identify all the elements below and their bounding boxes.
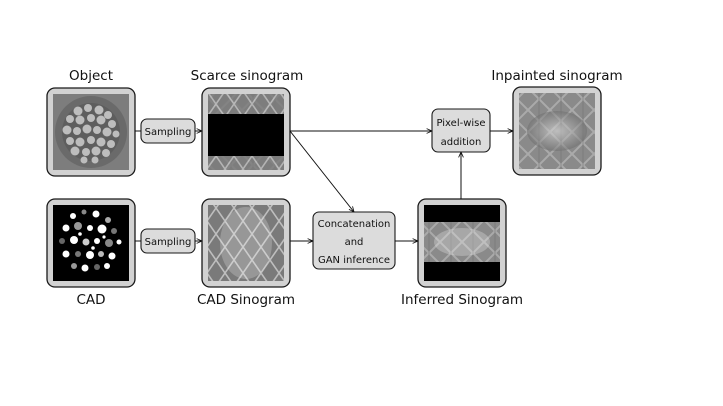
scarce-sinogram-image [201, 87, 291, 177]
gan-line3: GAN inference [318, 255, 390, 266]
inpainted-sinogram-image [512, 86, 602, 176]
sampling-top-label: Sampling [145, 127, 192, 138]
sampling-bottom-box: Sampling [140, 228, 196, 254]
label-inpainted-sinogram: Inpainted sinogram [491, 68, 622, 84]
sampling-top-box: Sampling [140, 118, 196, 144]
cad-image [46, 198, 136, 288]
gan-line1: Concatenation [318, 219, 391, 230]
pixelwise-line2: addition [441, 137, 482, 148]
pixelwise-addition-box: Pixel-wise addition [431, 108, 491, 153]
inferred-sinogram-image [417, 198, 507, 288]
pixelwise-line1: Pixel-wise [436, 118, 485, 129]
label-cad-sinogram: CAD Sinogram [197, 292, 295, 308]
label-cad: CAD [76, 292, 105, 308]
label-scarce-sinogram: Scarce sinogram [191, 68, 304, 84]
label-inferred-sinogram: Inferred Sinogram [401, 292, 523, 308]
label-object: Object [69, 68, 113, 84]
arrow-scarce-to-gan [289, 130, 354, 212]
sampling-bottom-label: Sampling [145, 237, 192, 248]
gan-inference-box: Concatenation and GAN inference [312, 211, 396, 270]
cad-sinogram-image [201, 198, 291, 288]
object-image [46, 87, 136, 177]
gan-line2: and [345, 237, 364, 248]
